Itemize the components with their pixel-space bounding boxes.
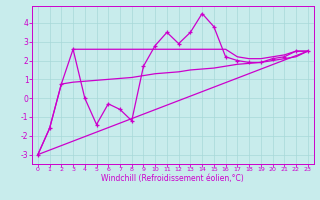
X-axis label: Windchill (Refroidissement éolien,°C): Windchill (Refroidissement éolien,°C) <box>101 174 244 183</box>
